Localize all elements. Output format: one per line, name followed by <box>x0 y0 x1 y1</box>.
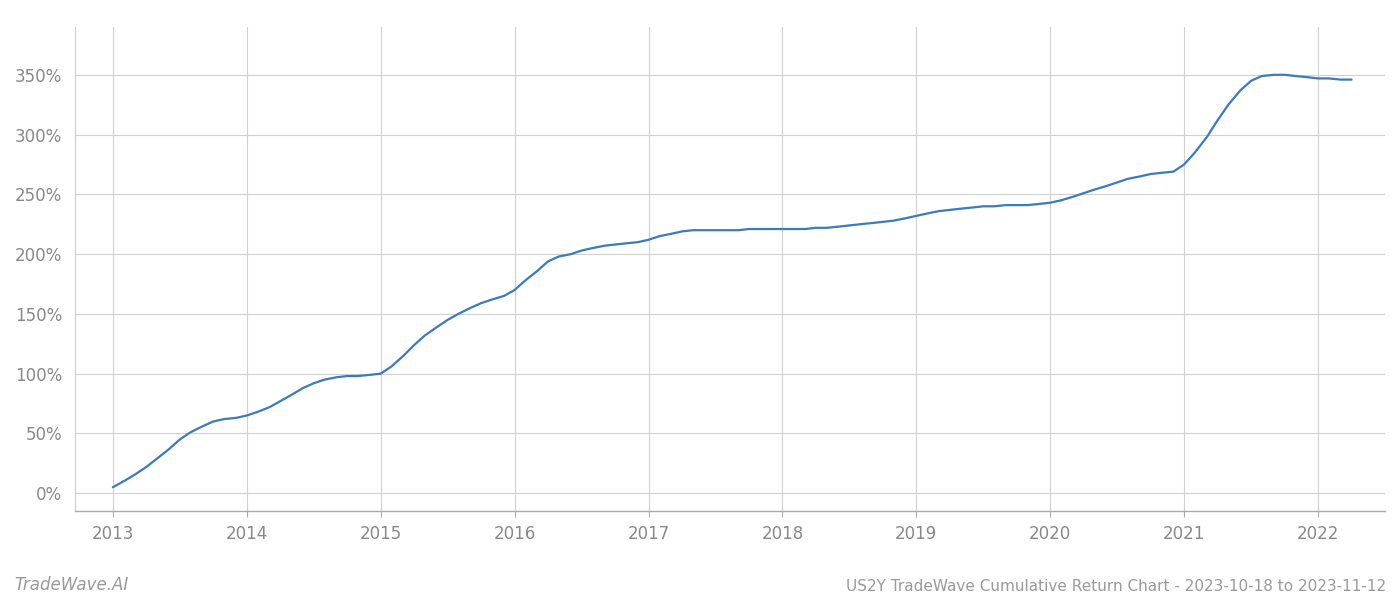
Text: US2Y TradeWave Cumulative Return Chart - 2023-10-18 to 2023-11-12: US2Y TradeWave Cumulative Return Chart -… <box>846 579 1386 594</box>
Text: TradeWave.AI: TradeWave.AI <box>14 576 129 594</box>
